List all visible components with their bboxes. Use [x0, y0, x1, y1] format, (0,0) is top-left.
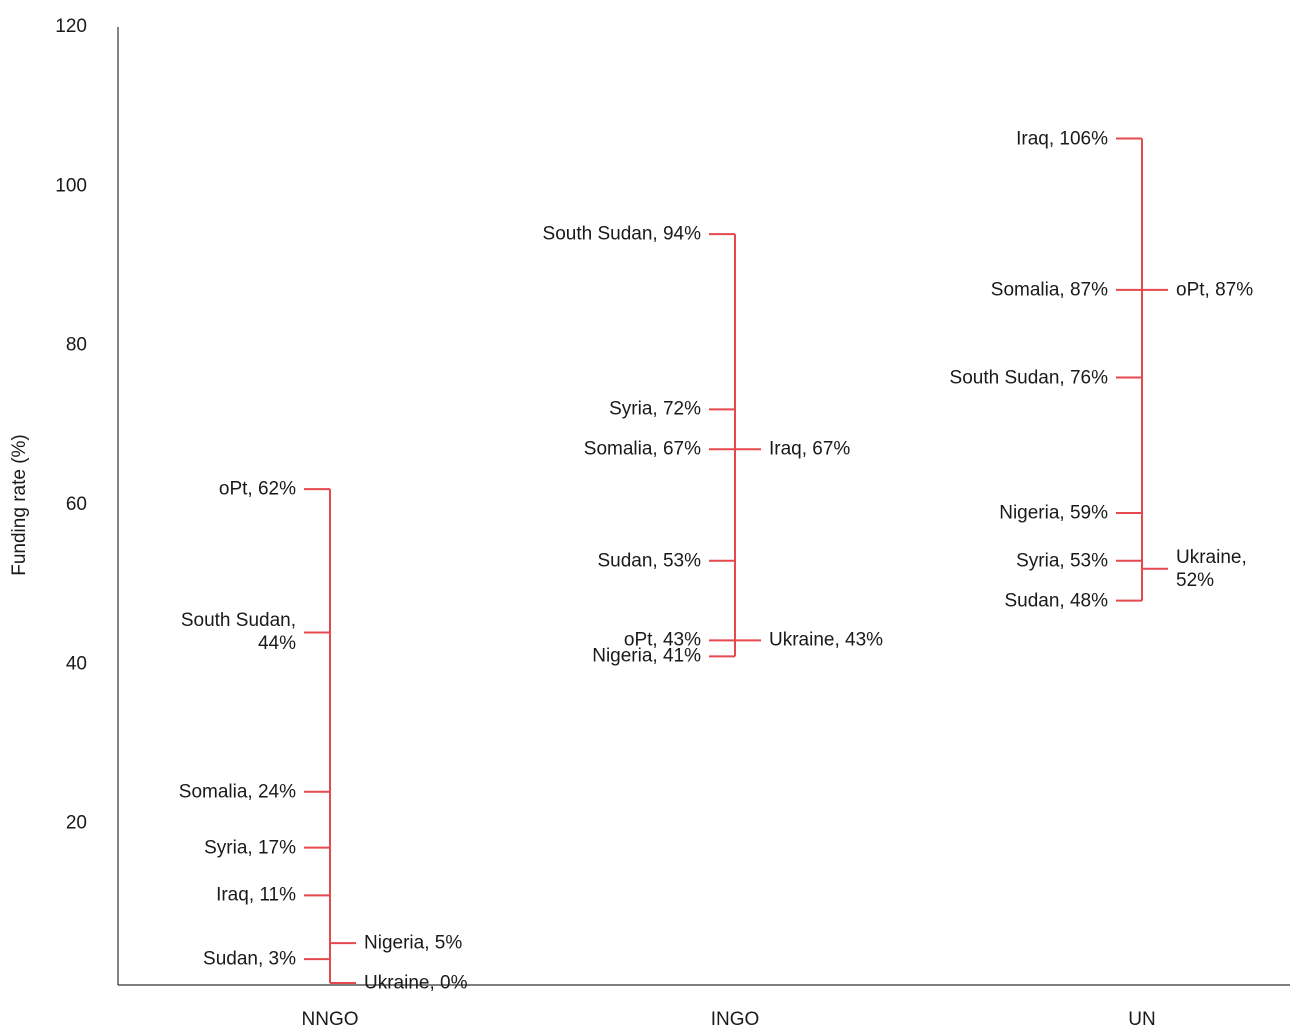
- value-label: Ukraine, 43%: [769, 629, 884, 651]
- value-label: Nigeria, 5%: [364, 932, 463, 954]
- value-label: Somalia, 87%: [990, 279, 1108, 301]
- value-label: Sudan, 3%: [203, 948, 296, 970]
- value-label: Nigeria, 41%: [592, 645, 701, 667]
- value-label: Ukraine, 52%: [1176, 546, 1247, 591]
- value-label: Ukraine, 0%: [364, 972, 468, 994]
- value-label: Syria, 17%: [204, 837, 296, 859]
- value-label: Nigeria, 59%: [999, 502, 1108, 524]
- value-label: Sudan, 53%: [597, 550, 701, 572]
- x-tick-label: INGO: [711, 1009, 760, 1030]
- value-label: oPt, 87%: [1176, 279, 1254, 301]
- y-tick-label: 60: [66, 494, 87, 515]
- y-tick-label: 100: [55, 175, 87, 196]
- value-label: South Sudan, 44%: [180, 610, 296, 655]
- value-label: South Sudan, 76%: [949, 367, 1108, 389]
- value-label: Sudan, 48%: [1004, 590, 1108, 612]
- value-label: oPt, 43%: [623, 629, 701, 651]
- y-tick-label: 120: [55, 16, 87, 37]
- value-label: Iraq, 11%: [216, 884, 296, 906]
- y-tick-label: 20: [66, 813, 87, 834]
- y-tick-label: 40: [66, 653, 87, 674]
- y-tick-label: 80: [66, 335, 87, 356]
- y-axis-label: Funding rate (%): [9, 434, 30, 576]
- value-label: Somalia, 67%: [583, 438, 701, 460]
- value-label: South Sudan, 94%: [542, 223, 701, 245]
- value-label: Iraq, 106%: [1016, 128, 1108, 150]
- value-label: Syria, 72%: [609, 398, 701, 420]
- x-tick-label: NNGO: [302, 1009, 359, 1030]
- value-label: Somalia, 24%: [178, 781, 296, 803]
- value-label: oPt, 62%: [218, 478, 296, 500]
- value-label: Syria, 53%: [1016, 550, 1108, 572]
- value-label: Iraq, 67%: [769, 438, 851, 460]
- x-tick-label: UN: [1128, 1009, 1155, 1030]
